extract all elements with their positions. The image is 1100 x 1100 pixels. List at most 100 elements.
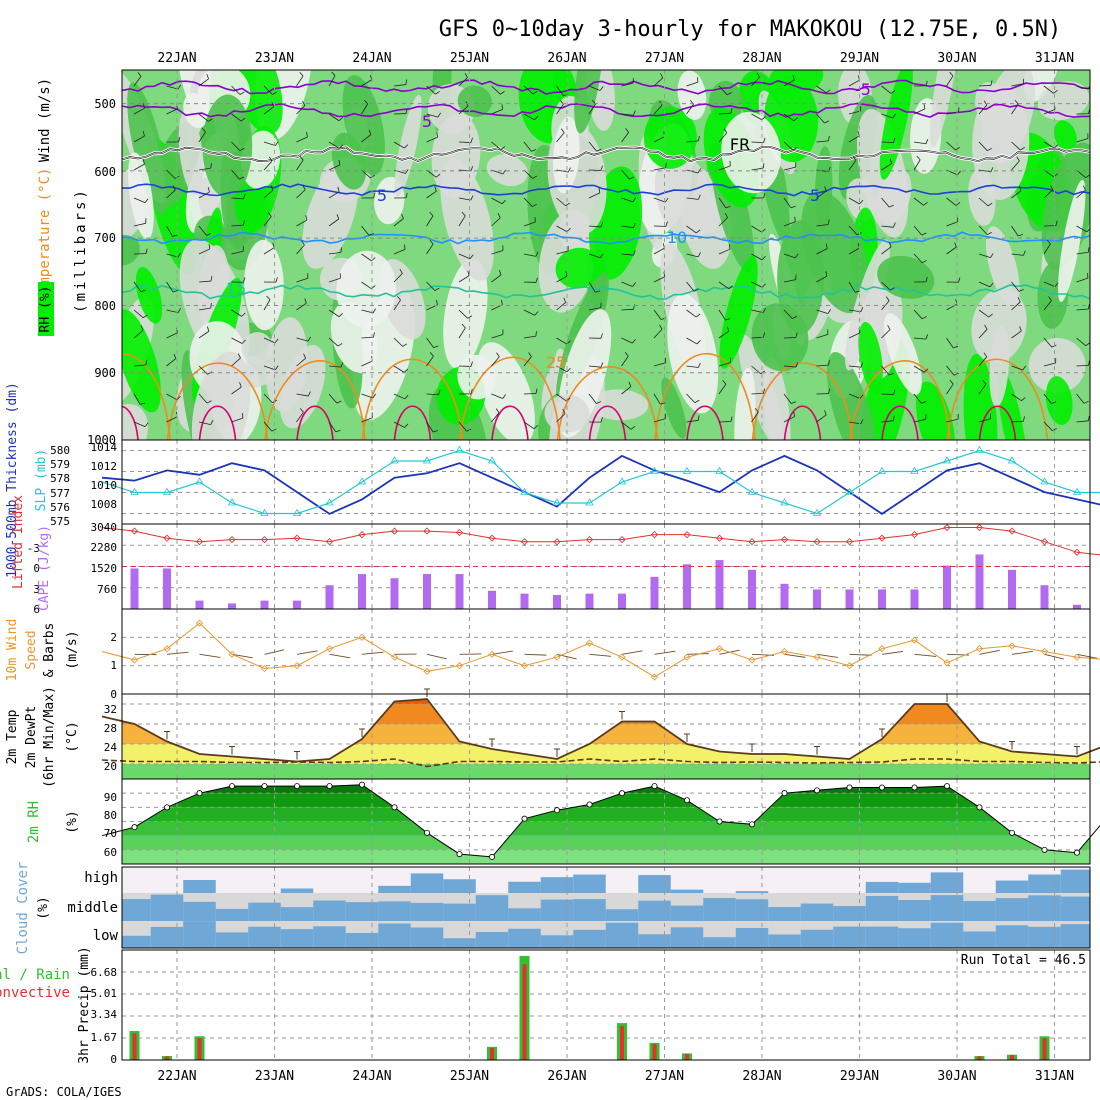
wind-barb: [881, 281, 891, 291]
wind-barb-flag: [302, 100, 306, 106]
wind-barb-flag: [599, 86, 604, 91]
cape-bar: [878, 589, 886, 609]
lifted-marker: [553, 538, 561, 546]
wind-barb-flag: [953, 372, 959, 376]
precip-rain-bar: [522, 964, 527, 1060]
wind-barb: [913, 197, 924, 206]
wind-barb-flag: [792, 147, 798, 151]
cape-bar: [715, 560, 724, 609]
wind-barb: [328, 113, 340, 122]
contour-30: [393, 405, 432, 440]
cloud-bar: [248, 926, 281, 948]
cape-bar: [423, 574, 431, 609]
wind-barb: [881, 141, 894, 143]
panel-border: [121, 949, 1091, 1061]
wind-barb: [913, 337, 926, 340]
wind-barb: [686, 225, 697, 234]
wind-barb-flag: [1087, 85, 1090, 90]
wind-barb: [946, 383, 954, 395]
wind-marker: [813, 653, 821, 661]
wind-barb-flag: [496, 352, 500, 358]
wind-barb: [621, 308, 634, 311]
wind-barb-flag: [763, 388, 765, 394]
cloud-bar: [930, 895, 964, 921]
wind-barb: [458, 275, 470, 283]
wind-barb-flag: [696, 229, 701, 234]
wind-barb: [556, 104, 564, 115]
wind-barb-flag: [756, 72, 760, 78]
wind-barb: [166, 169, 176, 179]
wind-barb: [361, 393, 373, 399]
thickness-tick: 576: [50, 501, 70, 514]
wind-barb: [393, 141, 405, 149]
wind-barb-flag: [1088, 415, 1090, 421]
wind-barb: [426, 393, 439, 396]
bottom-date-label: 30JAN: [937, 1069, 976, 1084]
wind-barb: [621, 82, 634, 87]
cape-bar: [130, 568, 139, 609]
wind-barb: [686, 253, 699, 258]
wind-barb: [426, 113, 439, 118]
wind-barb: [361, 360, 373, 367]
top-date-label: 30JAN: [937, 51, 976, 66]
wind-barb-flag: [303, 353, 307, 359]
cloud-bar: [540, 899, 574, 921]
wind-barb-flag: [730, 108, 733, 114]
wind-barb: [718, 132, 728, 143]
wind-barb-flag: [726, 92, 732, 96]
slp-marker: [162, 487, 172, 495]
wind-barb-flag: [299, 408, 304, 413]
rh-band: [122, 849, 1090, 864]
wind-barb-flag: [957, 170, 961, 176]
wind-barb: [881, 365, 890, 376]
cloud-bar: [183, 880, 216, 893]
temp-tick: 32: [104, 703, 117, 716]
wind-barb-flag: [923, 103, 926, 109]
precip-rain-bar: [132, 1033, 137, 1060]
wind-marker: [618, 653, 626, 661]
wind-barb-flag: [567, 167, 571, 173]
wind-barb-flag: [336, 214, 340, 220]
wind-barb: [393, 218, 404, 227]
wind-barb-flag: [860, 419, 864, 425]
wind-barb: [978, 141, 988, 151]
rh-shading: [241, 332, 273, 365]
wind-barb: [426, 337, 434, 348]
wind-barb: [198, 167, 211, 171]
wind-barb-flag: [661, 317, 666, 320]
rh-shading: [589, 389, 649, 421]
contour-25: [849, 360, 951, 440]
cloud-bar: [573, 874, 606, 893]
cloud-units: (%): [36, 896, 51, 919]
wind-barb-flag: [405, 169, 409, 174]
wind-barb-flag: [921, 401, 927, 404]
cloud-bar: [508, 908, 541, 921]
wind-barb: [426, 281, 436, 291]
rh-marker: [196, 790, 203, 797]
wind-barb-flag: [925, 80, 928, 86]
wind-barb: [686, 419, 699, 423]
wind-barb: [978, 383, 987, 395]
wind-barb: [198, 248, 211, 255]
wind-barb: [718, 281, 730, 290]
cloud-bar: [540, 935, 574, 948]
lifted-marker: [585, 536, 594, 544]
wind-barb-flag: [1052, 427, 1057, 432]
wind-barb-flag: [562, 409, 566, 414]
wind-barb-flag: [725, 318, 731, 321]
wind-barb: [296, 411, 304, 423]
wind-barb: [686, 169, 699, 174]
cape-bar: [1073, 604, 1081, 609]
rh-shading: [971, 288, 1027, 364]
wind-barb: [718, 112, 731, 115]
wind-barb: [751, 411, 759, 423]
rh-marker: [586, 801, 593, 808]
wind-barb-flag: [795, 332, 798, 338]
precip-rain-bar: [652, 1044, 657, 1060]
wind-barb: [816, 248, 828, 255]
top-date-label: 28JAN: [742, 51, 781, 66]
cloud-level-label: middle: [67, 900, 118, 916]
wind-barb-flag: [828, 135, 830, 141]
wind-barb-flag: [596, 148, 602, 152]
wind-barb: [718, 309, 726, 321]
